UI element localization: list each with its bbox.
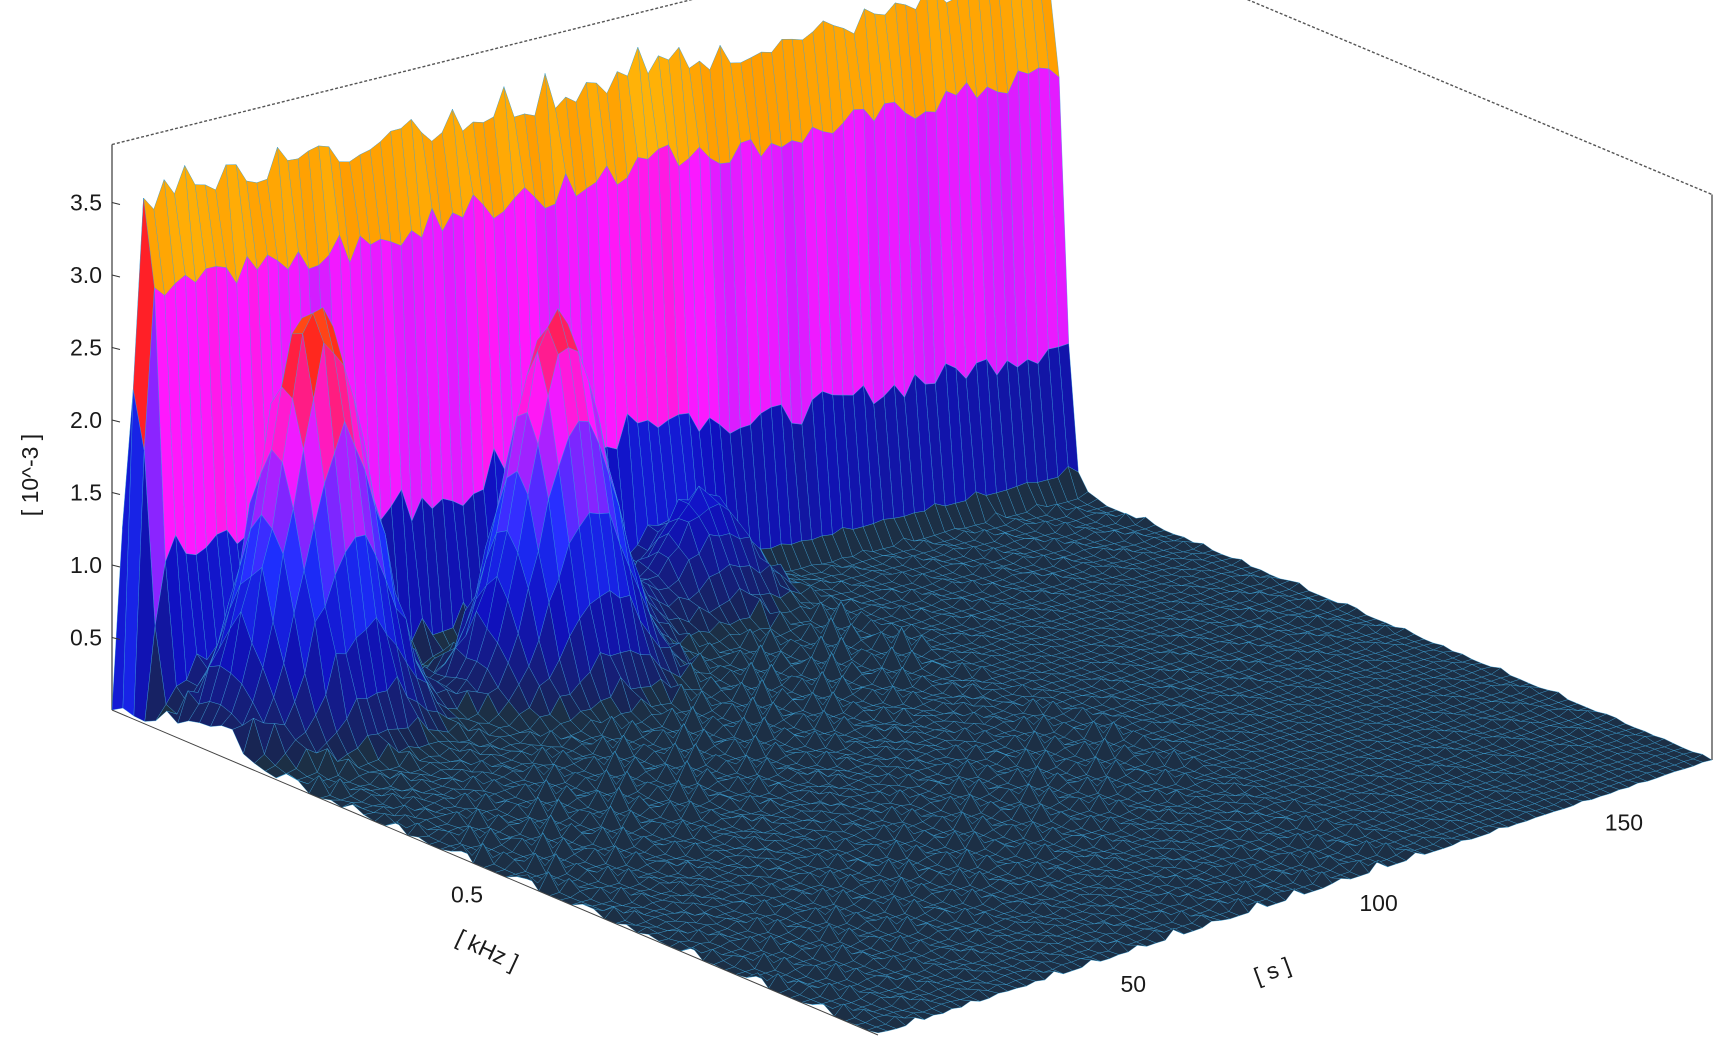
surface-mesh bbox=[111, 0, 1713, 1034]
box-edge-top-back-right bbox=[1246, 0, 1713, 196]
